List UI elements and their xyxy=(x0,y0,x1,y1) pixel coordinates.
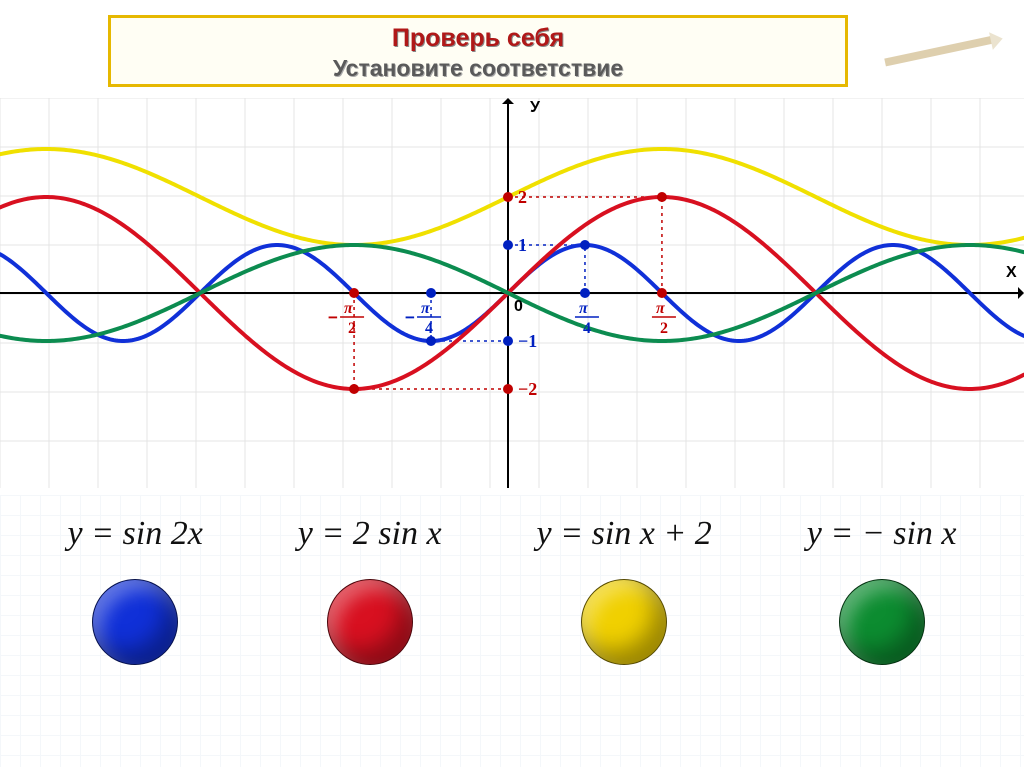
color-circle-2 xyxy=(327,579,413,665)
answer-1[interactable]: y = sin 2x xyxy=(67,515,202,665)
svg-text:π: π xyxy=(344,300,354,317)
svg-text:4: 4 xyxy=(583,320,591,337)
answer-4[interactable]: y = − sin x xyxy=(807,515,957,665)
svg-text:Х: Х xyxy=(1006,264,1017,281)
svg-text:1: 1 xyxy=(518,235,527,255)
svg-text:2: 2 xyxy=(518,187,527,207)
svg-text:−: − xyxy=(328,308,338,327)
color-circle-4 xyxy=(839,579,925,665)
svg-text:4: 4 xyxy=(425,320,433,337)
formula-3: y = sin x + 2 xyxy=(537,515,712,553)
answer-3[interactable]: y = sin x + 2 xyxy=(537,515,712,665)
sine-chart: УХ21−1−2−π2−π40π4π2 xyxy=(0,98,1024,488)
svg-text:У: У xyxy=(530,99,541,116)
decorative-pencil xyxy=(884,28,1004,74)
answer-row: y = sin 2x y = 2 sin x y = sin x + 2 y =… xyxy=(0,505,1024,755)
answer-2[interactable]: y = 2 sin x xyxy=(298,515,442,665)
title-main: Проверь себя xyxy=(111,24,845,53)
title-box: Проверь себя Установите соответствие xyxy=(108,15,848,87)
title-sub: Установите соответствие xyxy=(111,55,845,82)
svg-text:π: π xyxy=(656,300,666,317)
svg-text:0: 0 xyxy=(514,298,523,315)
svg-text:−: − xyxy=(405,308,415,327)
svg-text:2: 2 xyxy=(348,320,356,337)
svg-text:−1: −1 xyxy=(518,331,537,351)
svg-text:−2: −2 xyxy=(518,379,537,399)
svg-text:π: π xyxy=(421,300,431,317)
color-circle-1 xyxy=(92,579,178,665)
svg-text:π: π xyxy=(579,300,589,317)
formula-1: y = sin 2x xyxy=(67,515,202,553)
svg-text:2: 2 xyxy=(660,320,668,337)
formula-4: y = − sin x xyxy=(807,515,957,553)
color-circle-3 xyxy=(581,579,667,665)
formula-2: y = 2 sin x xyxy=(298,515,442,553)
